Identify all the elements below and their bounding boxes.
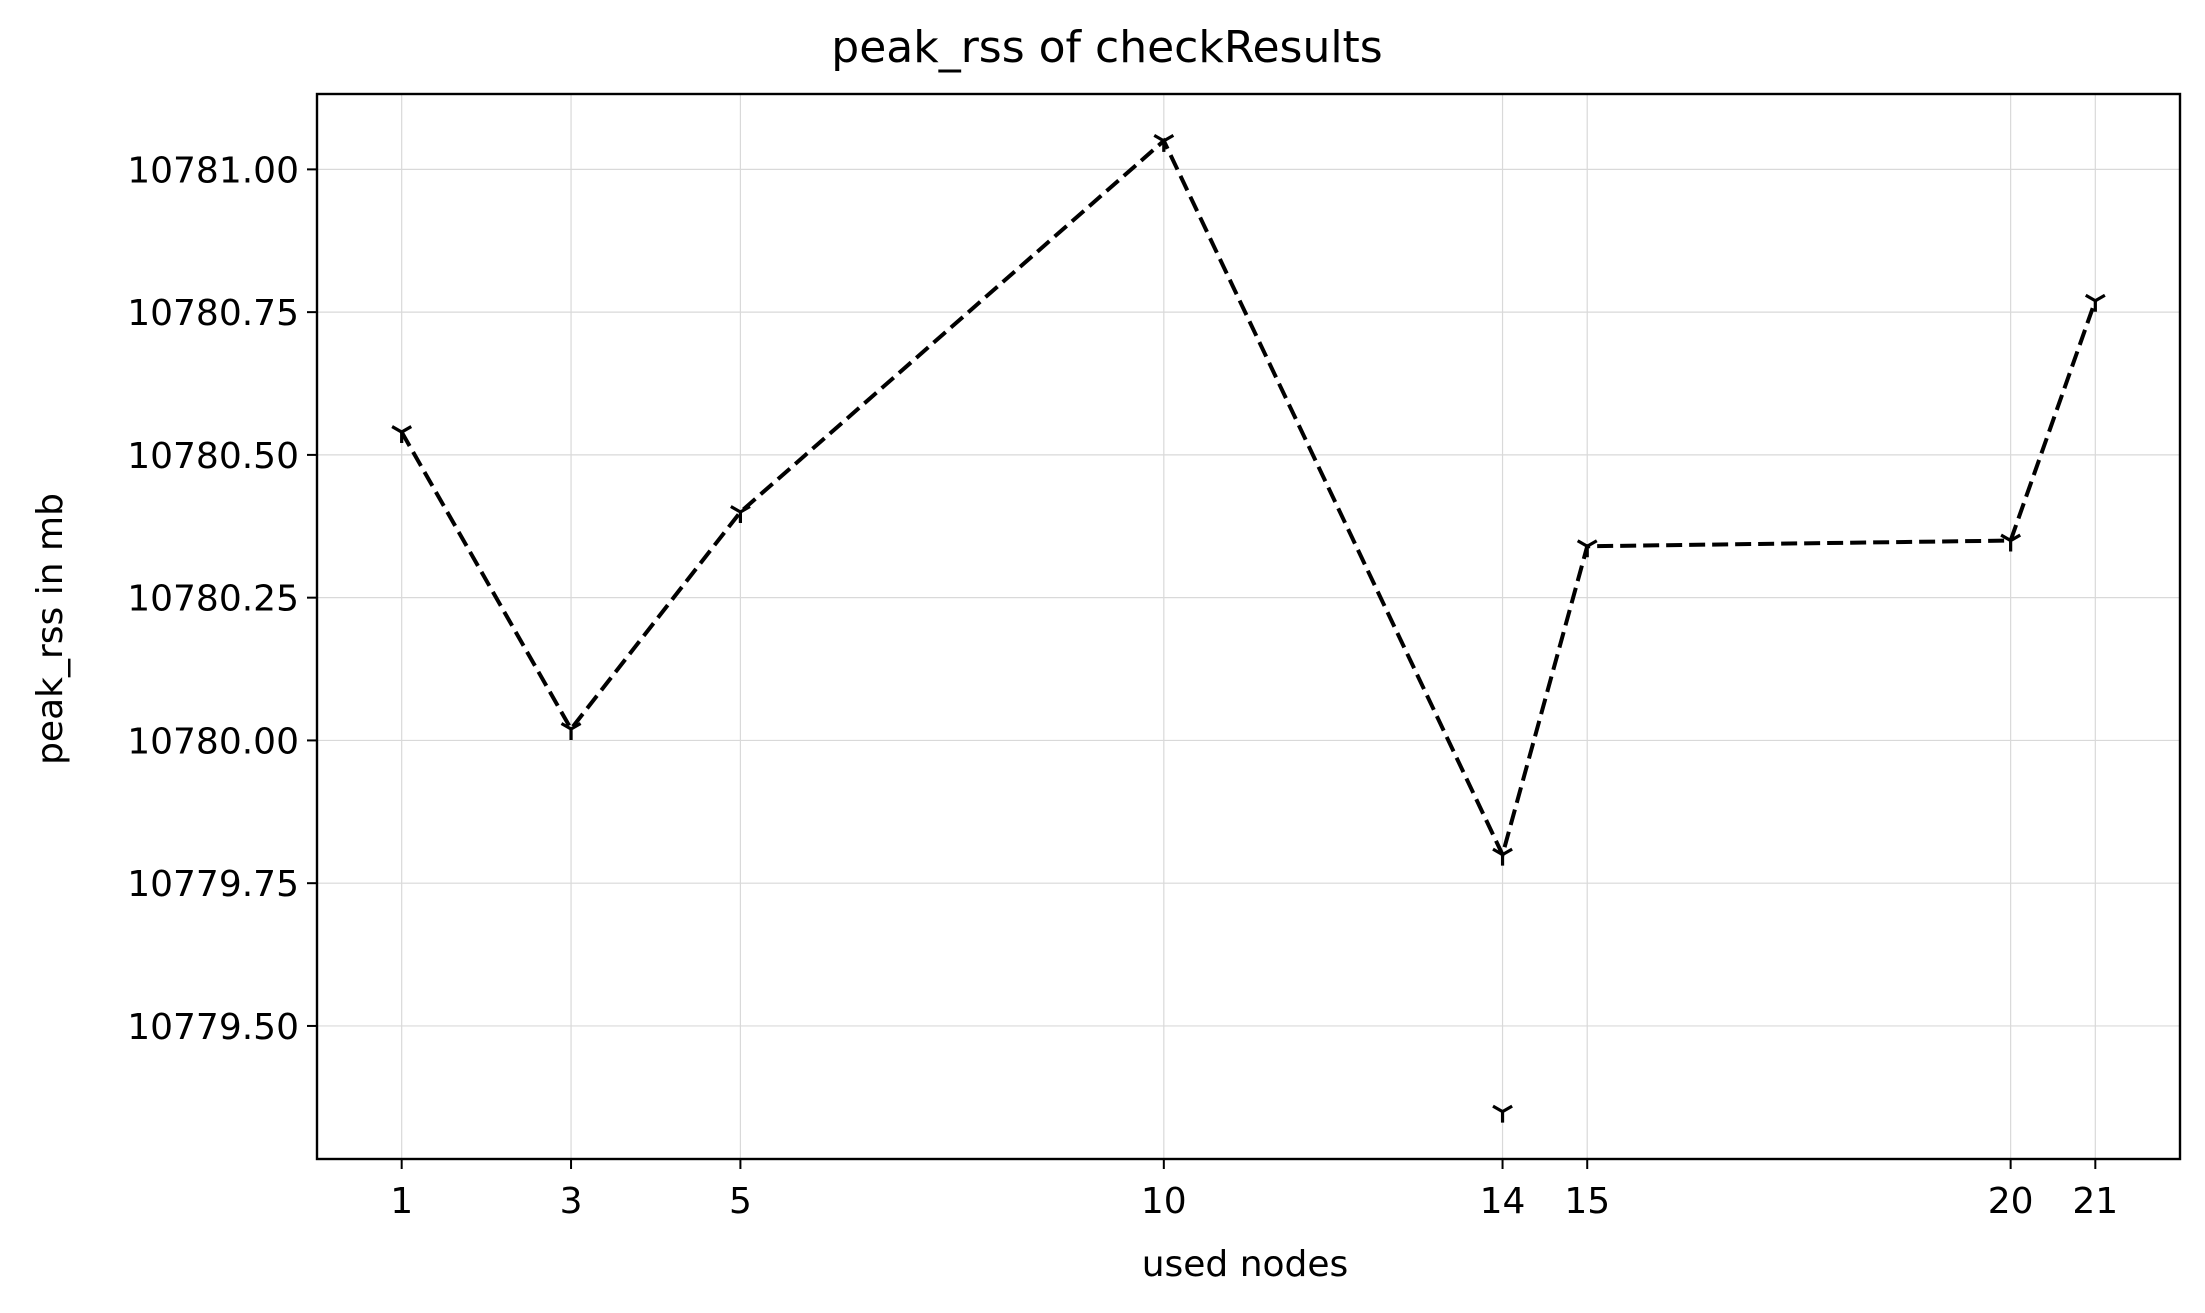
x-tick-label: 1 [390,1181,413,1222]
marker-shape [1576,539,1598,558]
y-tick-label: 10781.00 [127,150,299,191]
chart-title: peak_rss of checkResults [831,22,1382,73]
marker-shape [730,505,751,524]
x-tick-label: 3 [560,1181,583,1222]
x-axis-label: used nodes [1142,1244,1349,1285]
data-point [560,722,582,741]
y-axis-label: peak_rss in mb [30,493,71,765]
series-layer [399,137,2098,861]
y-tick-label: 10779.75 [127,864,299,905]
marker-shape [1153,133,1175,152]
marker-shape [1492,1104,1513,1123]
x-tick-label: 15 [1564,1181,1610,1222]
data-point [1153,133,1175,152]
x-tick-label: 21 [2072,1181,2118,1222]
marker-shape [2084,293,2106,312]
x-tick-label: 10 [1141,1181,1187,1222]
series-line [399,137,2098,861]
plot-frame [315,92,2182,1161]
x-tick-label: 20 [1988,1181,2034,1222]
data-point [2084,293,2106,312]
data-point [730,505,751,524]
marker-shape [2000,533,2022,552]
y-tick-label: 10779.50 [127,1007,299,1048]
data-point [391,425,413,444]
data-point [2000,533,2022,552]
y-tick-label: 10780.25 [127,579,299,620]
y-tick-label: 10780.75 [127,293,299,334]
data-point-outlier [1492,1104,1513,1123]
marker-layer [391,133,2106,1123]
y-tick-label: 10780.50 [127,436,299,477]
marker-shape [1492,847,1513,866]
marker-shape [560,722,582,741]
x-tick-label: 5 [729,1181,752,1222]
data-point [1492,847,1513,866]
marker-shape [391,425,413,444]
grid [317,94,2180,1159]
ticks: 1 3 5 10 14 15 20 21 10779.50 10779.75 10780.00 107… [127,150,2118,1222]
x-tick-label: 14 [1480,1181,1526,1222]
y-tick-label: 10780.00 [127,721,299,762]
data-point [1576,539,1598,558]
